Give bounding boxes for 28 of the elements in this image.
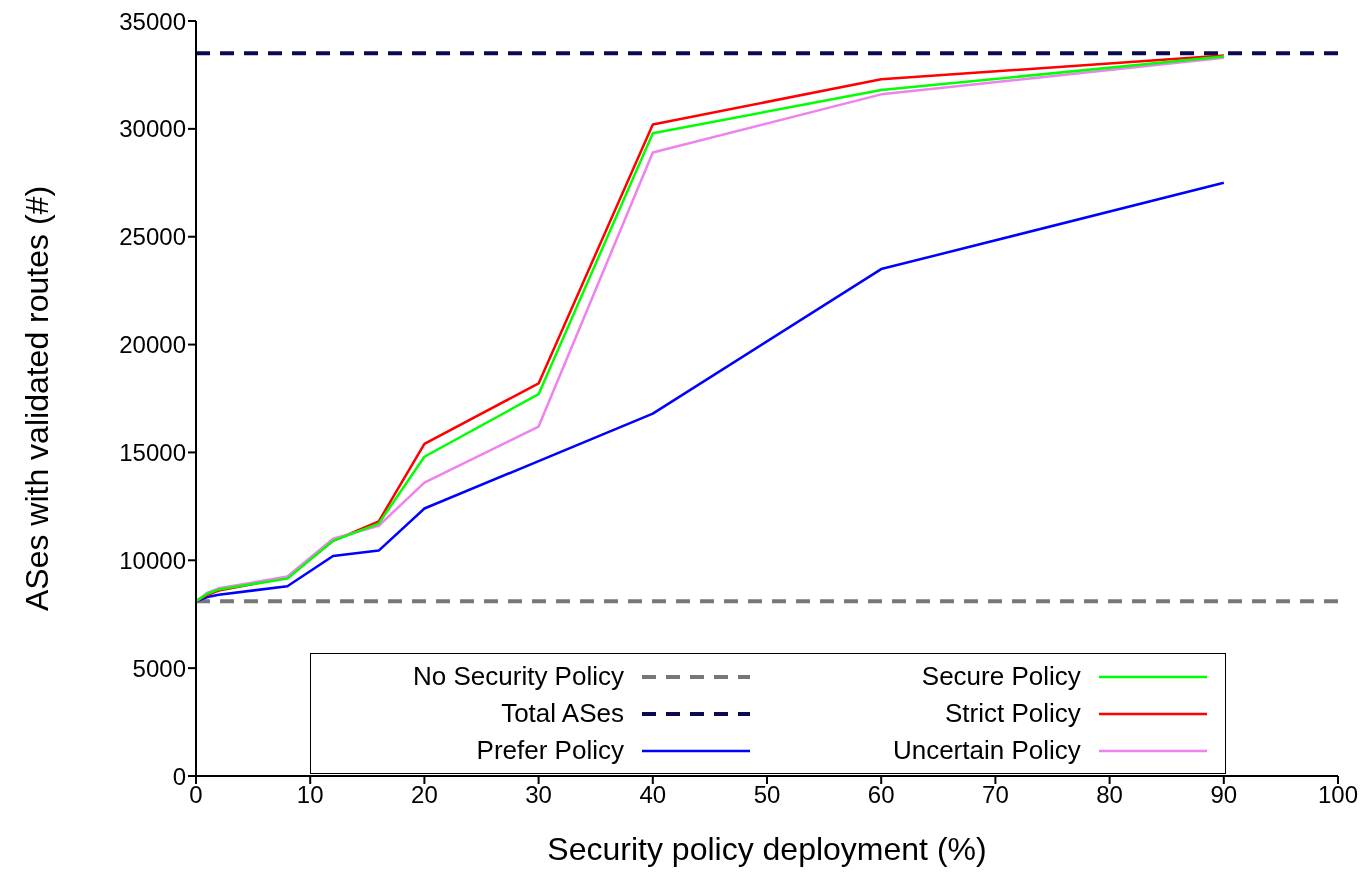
x-tick-label: 40	[639, 781, 667, 809]
legend-label: Strict Policy	[944, 698, 1081, 729]
legend-label: Uncertain Policy	[892, 735, 1081, 766]
y-axis-title: ASes with validated routes (#)	[19, 185, 56, 612]
y-tick-label: 25000	[119, 223, 186, 251]
y-tick-label: 15000	[119, 438, 186, 466]
x-tick-label: 0	[189, 781, 203, 809]
x-tick-label: 10	[296, 781, 324, 809]
x-tick-label: 90	[1210, 781, 1238, 809]
x-tick-label: 20	[411, 781, 438, 809]
y-tick-label: 10000	[119, 546, 186, 574]
y-tick-label: 20000	[119, 331, 186, 359]
y-tick-label: 5000	[132, 654, 186, 682]
legend-label: Total ASes	[501, 698, 624, 729]
legend-label: Prefer Policy	[476, 735, 624, 766]
x-tick-label: 60	[867, 781, 895, 809]
legend-label: No Security Policy	[413, 661, 624, 692]
x-tick-label: 50	[753, 781, 781, 809]
y-tick-label: 30000	[119, 115, 186, 143]
y-tick-label: 0	[172, 762, 186, 790]
x-tick-label: 80	[1096, 781, 1123, 809]
x-axis-title: Security policy deployment (%)	[547, 831, 987, 867]
x-tick-label: 100	[1317, 781, 1359, 809]
x-tick-label: 30	[525, 781, 552, 809]
x-tick-label: 70	[982, 781, 1009, 809]
y-tick-label: 35000	[119, 7, 186, 35]
legend-label: Secure Policy	[921, 661, 1081, 692]
line-series	[196, 181, 1226, 603]
